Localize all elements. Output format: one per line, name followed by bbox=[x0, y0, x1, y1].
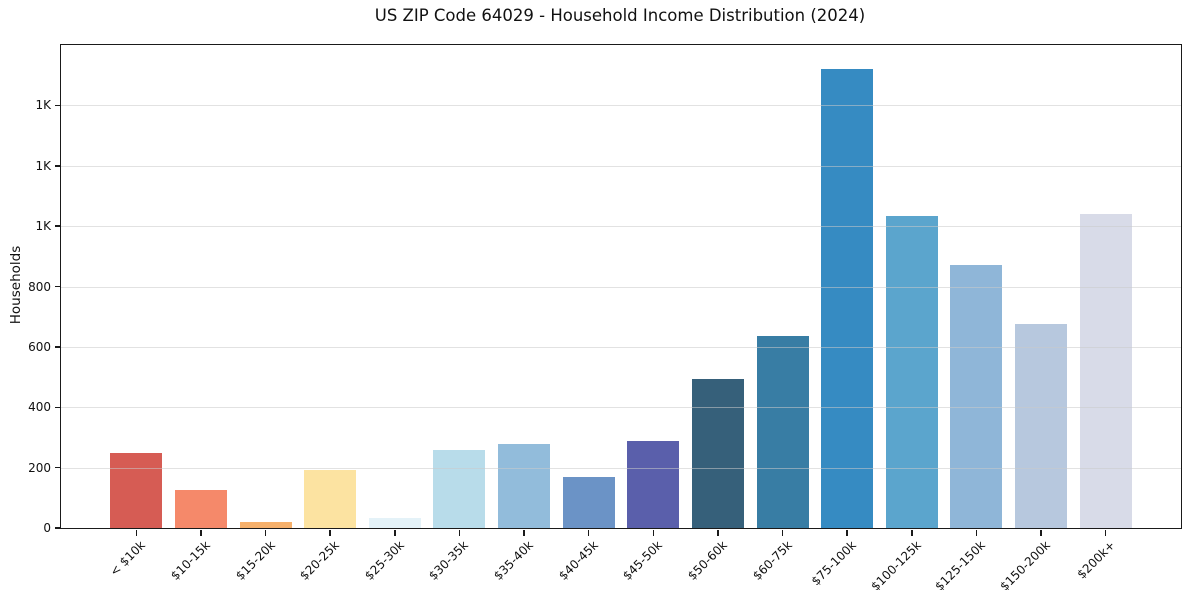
x-tick-mark bbox=[523, 529, 525, 536]
y-tick-mark bbox=[54, 346, 60, 348]
y-tick-label: 400 bbox=[28, 400, 51, 415]
x-tick-label: < $10k bbox=[107, 538, 149, 579]
y-tick-mark bbox=[54, 104, 60, 107]
bar bbox=[885, 215, 938, 528]
bar bbox=[950, 265, 1003, 528]
y-tick-label: 600 bbox=[28, 339, 51, 354]
gridline bbox=[61, 346, 1181, 348]
x-tick-mark bbox=[458, 529, 461, 536]
y-tick-label: 0 bbox=[43, 521, 51, 535]
y-tick-mark bbox=[54, 406, 60, 408]
bar bbox=[239, 522, 292, 528]
plot-area: 0 200 400 600 800 1K 1K 1K < $10k $10-15k $15-20k… bbox=[28, 44, 1182, 590]
gridline bbox=[61, 286, 1181, 288]
y-tick-label: 1K bbox=[35, 219, 51, 234]
gridline bbox=[61, 105, 1181, 107]
gridline bbox=[61, 407, 1181, 409]
bar bbox=[756, 336, 809, 528]
y-tick-mark bbox=[54, 165, 60, 167]
y-tick-mark bbox=[54, 527, 60, 529]
y-tick-mark bbox=[54, 466, 60, 469]
x-tick-mark bbox=[135, 529, 138, 536]
y-tick-mark bbox=[54, 285, 60, 288]
x-tick-mark bbox=[1040, 529, 1042, 536]
x-tick-mark bbox=[264, 529, 267, 536]
x-tick-mark bbox=[394, 529, 396, 536]
x-tick-mark bbox=[911, 529, 913, 536]
gridline bbox=[61, 165, 1181, 167]
y-tick-label: 800 bbox=[28, 279, 51, 294]
bar bbox=[562, 477, 615, 528]
bar bbox=[1015, 324, 1068, 528]
x-tick-mark bbox=[329, 529, 331, 536]
x-tick-mark bbox=[781, 529, 784, 536]
gridline bbox=[61, 467, 1181, 469]
y-axis-label: Households bbox=[8, 245, 24, 325]
chart-title: US ZIP Code 64029 - Household Income Dis… bbox=[374, 6, 866, 25]
gridline bbox=[61, 226, 1181, 228]
bar bbox=[304, 469, 357, 528]
y-tick-label: 1K bbox=[35, 98, 51, 113]
x-tick-mark bbox=[652, 529, 655, 536]
x-tick-mark bbox=[717, 529, 719, 536]
y-tick-label: 200 bbox=[28, 460, 51, 475]
bar bbox=[433, 450, 486, 528]
bar bbox=[691, 378, 744, 528]
x-tick-mark bbox=[200, 529, 202, 536]
x-tick-mark bbox=[975, 529, 978, 536]
bar bbox=[368, 518, 421, 528]
x-tick-mark bbox=[846, 529, 848, 536]
y-tick-label: 1K bbox=[35, 158, 51, 173]
bar bbox=[821, 69, 874, 528]
x-tick-mark bbox=[1104, 529, 1107, 536]
bar bbox=[174, 490, 227, 528]
bar bbox=[627, 441, 680, 528]
bar bbox=[1079, 214, 1132, 528]
bar bbox=[498, 443, 551, 528]
y-tick-mark bbox=[54, 225, 60, 227]
x-tick-mark bbox=[587, 529, 590, 536]
bar bbox=[110, 452, 163, 528]
